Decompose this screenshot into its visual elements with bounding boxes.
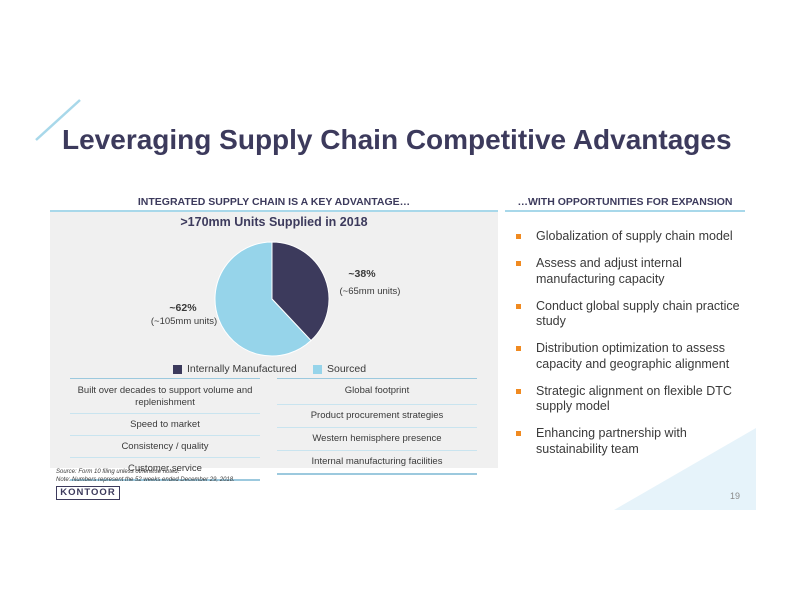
legend-sourced-label: Sourced [327, 363, 367, 375]
list-item: Internal manufacturing facilities [277, 451, 477, 473]
bullet-text: Enhancing partnership with sustainabilit… [536, 426, 687, 456]
list-item: Consistency / quality [70, 436, 260, 458]
pie-slice-sourced [214, 241, 312, 357]
source-footnote: Source: Form 10 filing unless otherwise … [56, 469, 180, 475]
legend-internal-swatch [173, 364, 182, 374]
sourced-pct-label: ~62% [169, 302, 197, 314]
list-item: Product procurement strategies [277, 405, 477, 428]
bullet-marker [516, 431, 521, 436]
kontoor-logo: KONTOOR [56, 486, 120, 500]
bullet-text: Conduct global supply chain practice stu… [536, 298, 740, 329]
right-heading-rule [505, 210, 745, 212]
list-item: Built over decades to support volume and… [70, 379, 260, 414]
internal-units-label: (~65mm units) [339, 286, 401, 297]
bullet-marker [516, 234, 521, 239]
list-top-rule [70, 378, 260, 379]
note-footnote: Note: Numbers represent the 52 weeks end… [56, 477, 235, 483]
bullet-item: Strategic alignment on flexible DTC supp… [515, 384, 751, 415]
bullet-text: Globalization of supply chain model [536, 229, 733, 243]
sourced-advantages-list: Global footprint Product procurement str… [277, 378, 477, 475]
bullet-marker [516, 346, 521, 351]
legend-internal-label: Internally Manufactured [187, 363, 297, 375]
page-number: 19 [730, 491, 741, 501]
list-bottom-rule [70, 479, 260, 481]
right-section-heading: …WITH OPPORTUNITIES FOR EXPANSION [517, 196, 733, 208]
left-heading-rule [50, 210, 498, 212]
list-item: Speed to market [70, 414, 260, 436]
panel-title: >170mm Units Supplied in 2018 [180, 215, 368, 229]
internal-advantages-list: Built over decades to support volume and… [70, 378, 260, 481]
bullet-text: Distribution optimization to assess capa… [536, 341, 730, 371]
bullet-marker [516, 261, 521, 266]
bullet-text: Strategic alignment on flexible DTC supp… [536, 383, 732, 414]
bullet-marker [516, 303, 521, 309]
page-title: Leveraging Supply Chain Competitive Adva… [62, 124, 732, 155]
list-item: Western hemisphere presence [277, 428, 477, 451]
list-bottom-rule [277, 473, 477, 475]
decorative-triangle [614, 428, 756, 510]
bullet-text: Assess and adjust internal manufacturing… [536, 256, 682, 286]
legend-sourced: Sourced [313, 363, 366, 375]
left-section-heading: INTEGRATED SUPPLY CHAIN IS A KEY ADVANTA… [137, 196, 411, 208]
internal-pct-label: ~38% [348, 268, 376, 280]
pie-slice-internal [271, 241, 330, 342]
list-item: Global footprint [277, 379, 477, 405]
bullet-item: Distribution optimization to assess capa… [515, 341, 751, 372]
supply-pie-chart [214, 241, 330, 357]
bullet-item: Globalization of supply chain model [515, 229, 751, 245]
bullet-item: Assess and adjust internal manufacturing… [515, 256, 751, 287]
decorative-diagonal-line [35, 99, 81, 141]
bullet-item: Conduct global supply chain practice stu… [515, 299, 751, 330]
list-item: Customer service [70, 458, 260, 479]
sourced-units-label: (~105mm units) [150, 316, 218, 327]
list-top-rule [277, 378, 477, 379]
bullet-marker [516, 388, 521, 394]
legend-internal: Internally Manufactured [173, 363, 297, 375]
legend-sourced-swatch [313, 364, 322, 374]
bullet-item: Enhancing partnership with sustainabilit… [515, 426, 751, 457]
expansion-bullet-list: Globalization of supply chain model Asse… [515, 229, 751, 469]
